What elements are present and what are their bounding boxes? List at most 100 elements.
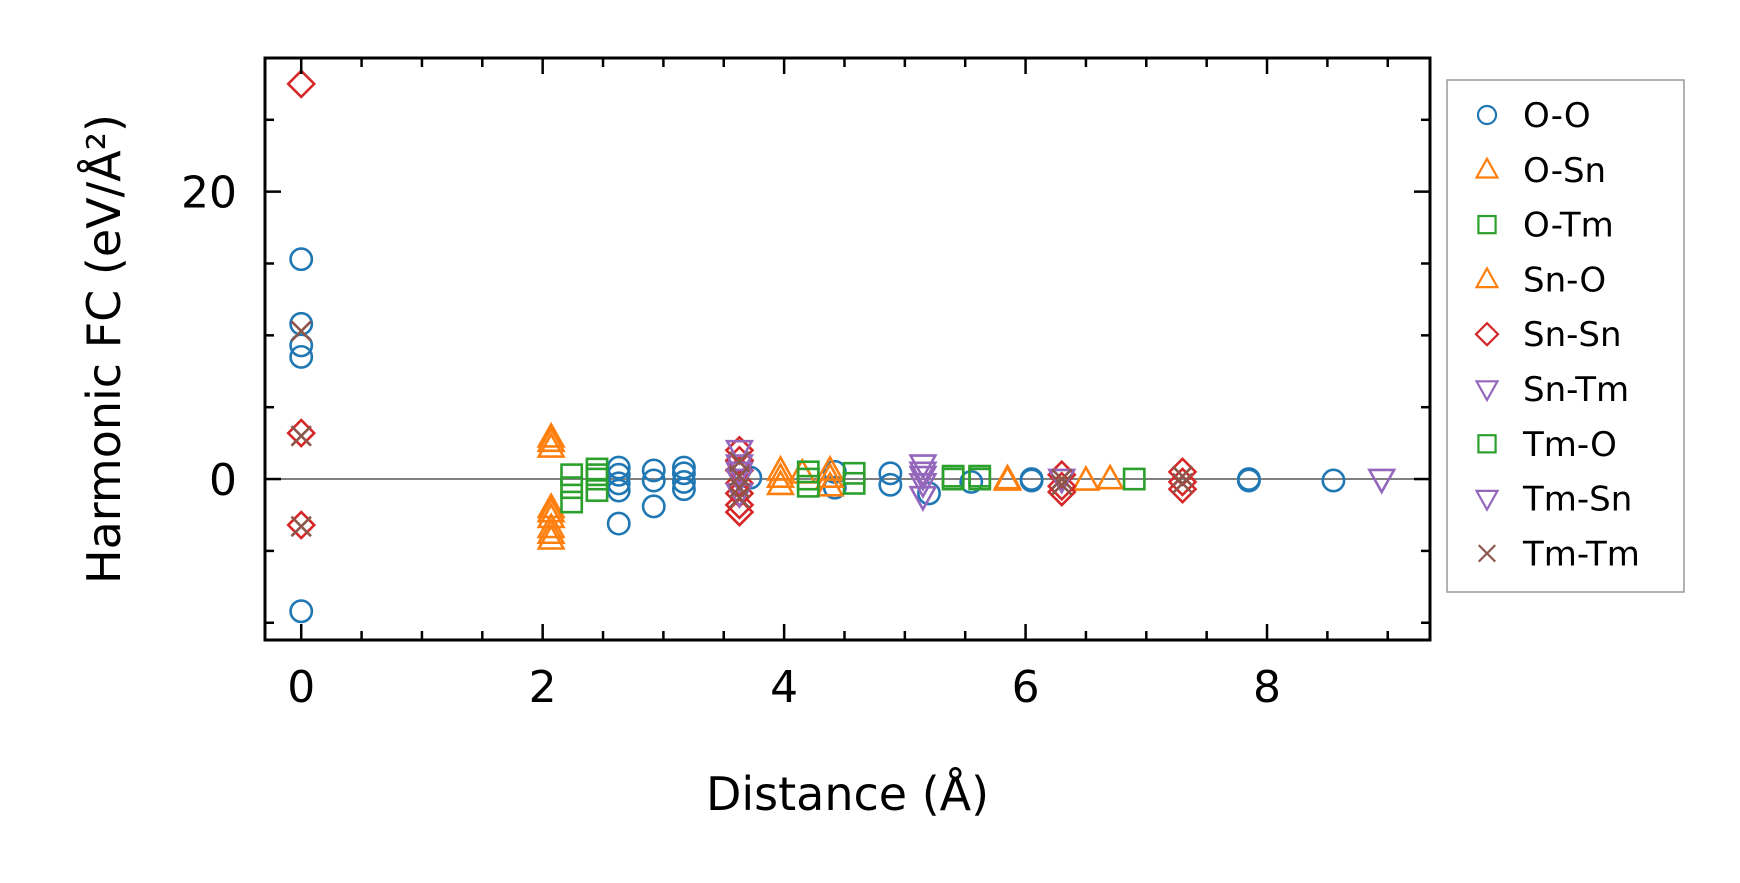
point-o-tm [1122,467,1146,491]
series-sn-o [536,426,1023,545]
legend-marker-sn-tm [1474,380,1500,403]
point-tm-o [968,464,992,488]
point-o-sn [765,454,796,481]
point-tm-tm [728,487,751,509]
point-tm-tm [1171,465,1194,487]
legend-label-sn-sn: Sn-Sn [1523,315,1622,355]
legend-marker-sn-o [1474,266,1500,289]
point-tm-tm [1051,468,1073,490]
point-o-sn [536,512,566,539]
series-o-tm [560,457,1146,514]
point-sn-sn [1046,471,1077,502]
x-axis-label: Distance (Å) [706,767,989,821]
point-o-o [917,481,941,506]
legend-label-sn-o: Sn-O [1523,260,1606,300]
legend-marker-tm-tm [1477,544,1497,563]
data-markers [286,69,1397,624]
point-sn-tm [1367,468,1397,495]
point-o-o [641,468,666,493]
point-sn-o [992,464,1023,491]
point-o-tm [585,479,609,502]
point-o-sn [1095,463,1125,490]
point-sn-o [536,426,566,453]
point-o-o [1321,468,1346,493]
point-o-o [959,469,984,494]
point-o-tm [560,463,584,487]
point-o-o [878,461,903,486]
point-sn-sn [286,510,317,540]
legend-marker-tm-sn [1474,489,1500,512]
x-tick-label: 0 [287,662,315,713]
point-o-tm [560,490,584,514]
y-tick-label: 0 [209,455,237,506]
point-o-sn [1071,464,1101,491]
y-axis-label: Harmonic FC (eV/Å²) [77,114,131,584]
series-sn-sn [286,69,1198,540]
point-tm-tm [290,320,312,342]
point-o-sn [536,431,566,458]
point-o-o [289,344,314,369]
point-sn-sn [1167,467,1198,497]
point-tm-tm [290,425,312,447]
point-sn-sn [724,490,755,520]
legend-marker-o-sn [1474,156,1500,179]
point-o-o [606,511,631,536]
point-o-sn [765,469,796,496]
point-o-sn [815,454,845,481]
point-sn-o [815,461,845,489]
point-tm-sn [1047,468,1077,495]
point-tm-o [941,464,965,488]
point-o-o [671,477,696,502]
point-o-o [1236,468,1261,493]
point-sn-o [765,461,796,489]
point-sn-sn [286,69,317,99]
legend-label-o-o: O-O [1523,96,1591,136]
x-tick-label: 4 [770,662,798,713]
point-sn-tm [724,439,755,466]
point-tm-sn [908,461,938,488]
legend-marker-o-o [1476,104,1498,126]
legend-marker-tm-o [1477,434,1497,454]
point-o-o [671,469,696,494]
point-o-o [289,599,314,624]
legend: O-O O-Sn O-Tm Sn-O Sn-Sn Sn-Tm Tm-O Tm-Sn Tm-Tm [1446,79,1685,593]
legend-label-o-tm: O-Tm [1523,206,1614,246]
point-tm-tm [1171,472,1194,495]
plot-frame [263,56,1432,642]
point-tm-tm [728,477,751,499]
point-sn-sn [1167,457,1198,487]
point-o-o [641,494,666,519]
point-sn-tm [908,472,938,500]
point-o-o [289,333,314,358]
legend-marker-sn-sn [1474,321,1500,347]
legend-label-tm-tm: Tm-Tm [1522,534,1640,574]
axes: 0 2 4 6 8 0 20 [181,56,1432,713]
series-tm-o [585,463,992,491]
series-tm-tm [290,320,1194,538]
point-o-o [1019,468,1044,493]
point-sn-tm [908,465,938,492]
point-o-sn [536,421,566,448]
point-o-o [641,458,666,483]
y-tick-label: 20 [181,168,237,219]
point-sn-o [536,517,566,545]
point-o-o [289,247,314,272]
point-tm-tm [290,515,312,538]
point-o-tm [560,476,584,500]
point-o-tm [842,471,866,495]
point-o-sn [536,523,566,550]
series-o-o [289,247,1346,624]
x-tick-label: 8 [1253,662,1281,713]
point-tm-o [585,463,609,487]
point-o-sn [815,470,845,497]
x-tick-label: 2 [529,662,557,713]
point-sn-sn [286,418,317,448]
point-sn-sn [724,497,755,527]
legend-marker-o-tm [1477,214,1497,235]
legend-label-sn-tm: Sn-Tm [1523,370,1629,410]
legend-label-tm-o: Tm-O [1522,425,1617,465]
point-o-o [671,461,696,486]
point-tm-o [796,467,820,491]
legend-label-o-sn: O-Sn [1523,151,1606,191]
